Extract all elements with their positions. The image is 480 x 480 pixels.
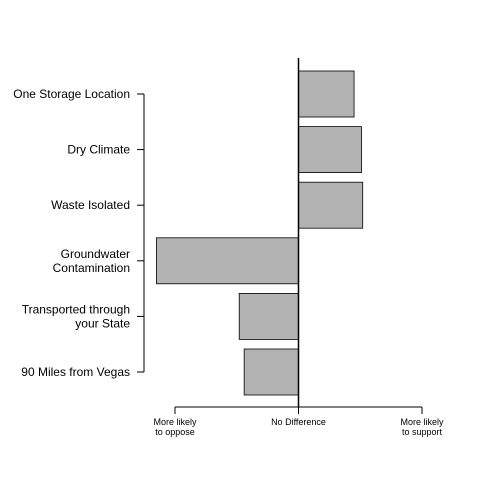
x-axis: More likely to oppose No Difference More li… <box>153 406 444 437</box>
category-label: Transported through your State <box>22 302 131 330</box>
bar <box>243 348 299 396</box>
category-label: Dry Climate <box>67 143 130 157</box>
bar <box>298 181 364 229</box>
x-tick-label: More likely to support <box>400 417 444 437</box>
bar <box>298 126 362 173</box>
y-axis: One Storage Location Dry Climate Waste Iso… <box>13 87 145 379</box>
bar <box>238 292 299 340</box>
bar <box>156 237 299 285</box>
bar <box>298 70 355 118</box>
category-label: Groundwater Contamination <box>53 247 130 275</box>
category-label: One Storage Location <box>13 87 130 101</box>
x-tick-label: More likely to oppose <box>153 417 197 437</box>
category-label: Waste Isolated <box>51 198 130 212</box>
bars-layer <box>156 70 364 396</box>
category-label: 90 Miles from Vegas <box>21 365 130 379</box>
x-tick-label: No Difference <box>271 417 326 427</box>
